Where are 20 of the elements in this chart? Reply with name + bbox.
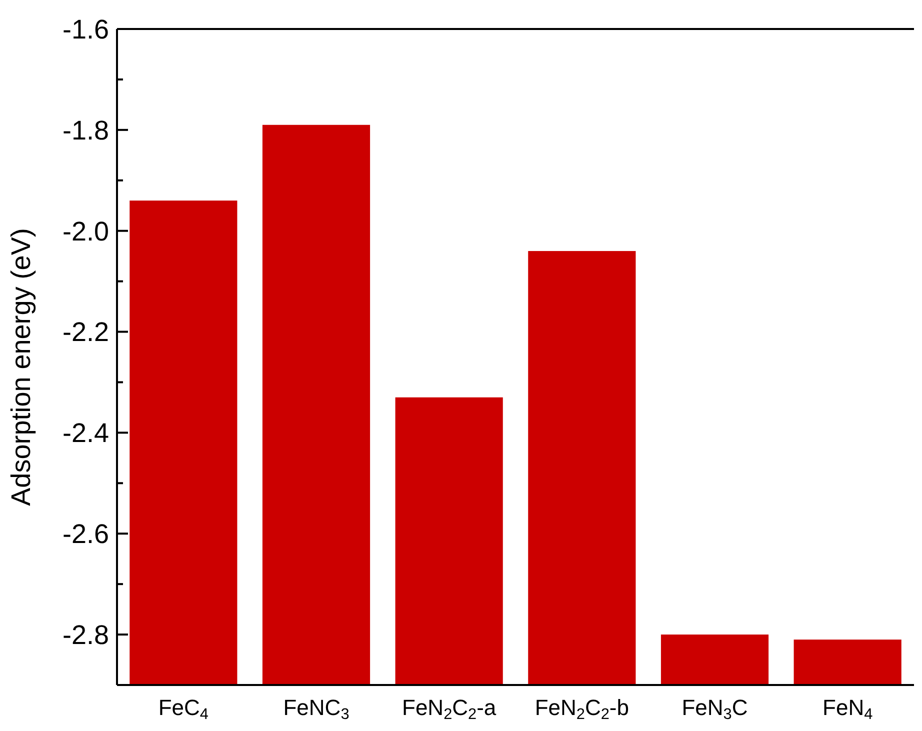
y-tick-label: -2.8 — [62, 620, 109, 650]
bar — [130, 200, 238, 685]
x-tick-label: FeN$_{2}$C$_{2}$-b — [534, 695, 629, 723]
bar — [794, 640, 902, 685]
x-tick-label: FeN$_{2}$C$_{2}$-a — [402, 695, 497, 723]
y-tick-label: -2.6 — [62, 519, 109, 550]
x-tick-label: FeN$_{3}$C — [682, 695, 748, 723]
bar — [262, 124, 370, 685]
x-tick-label: FeC$_{4}$ — [158, 695, 209, 723]
bar — [660, 634, 769, 685]
y-tick-label: -1.8 — [62, 115, 109, 146]
x-tick-label: FeN$_{4}$ — [822, 695, 874, 723]
y-tick-label: -2.2 — [62, 317, 109, 348]
y-tick-label: -2.4 — [62, 418, 109, 448]
bar — [395, 397, 503, 685]
y-tick-label: -1.6 — [62, 14, 109, 44]
x-tick-label: FeNC$_{3}$ — [283, 695, 350, 723]
bar — [528, 251, 636, 685]
y-axis-title: Adsorption energy (eV) — [6, 228, 36, 506]
y-tick-label: -2.0 — [62, 216, 109, 246]
